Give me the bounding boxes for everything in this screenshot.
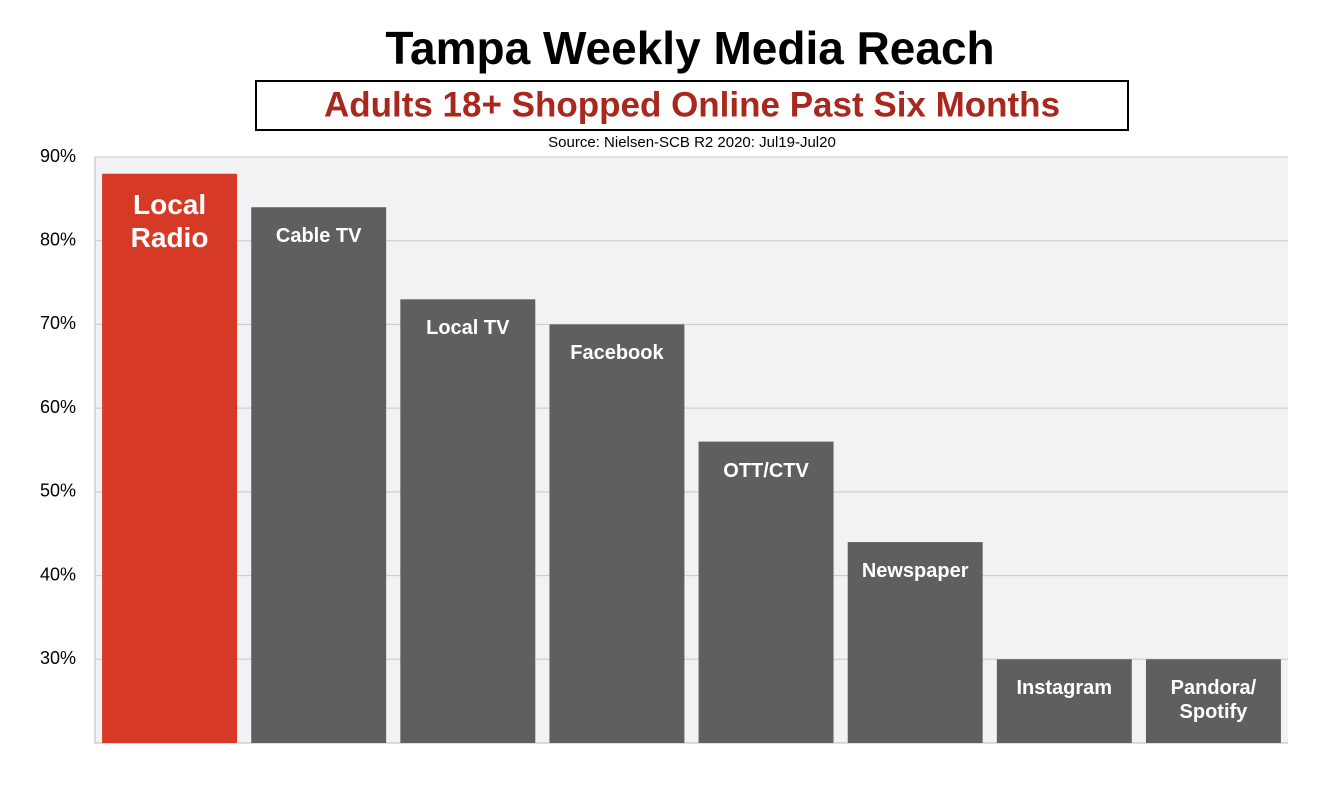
bar (251, 207, 387, 743)
bar (698, 441, 834, 743)
y-tick-label: 70% (40, 313, 76, 333)
bar (1145, 659, 1281, 743)
chart-subtitle: Adults 18+ Shopped Online Past Six Month… (324, 85, 1060, 124)
bar (400, 299, 536, 743)
y-tick-label: 80% (40, 229, 76, 249)
bar-label: Facebook (570, 342, 664, 365)
bar-label: Instagram (1016, 677, 1113, 700)
y-tick-label: 90% (40, 146, 76, 166)
bar-label: Local TV (426, 317, 510, 340)
bar-label: Cable TV (275, 225, 362, 248)
bar-label: Local Radio (130, 188, 209, 254)
y-tick-label: 40% (40, 564, 76, 584)
bar-label: Pandora/ Spotify (1170, 677, 1257, 724)
bar (102, 173, 238, 743)
bar-label: OTT/CTV (723, 459, 809, 482)
y-tick-label: 50% (40, 481, 76, 501)
bar (996, 659, 1132, 743)
bar-label: Newspaper (861, 560, 969, 583)
chart-title: Tampa Weekly Media Reach (385, 22, 994, 74)
y-tick-label: 60% (40, 397, 76, 417)
y-tick-label: 30% (40, 648, 76, 668)
bar (549, 324, 685, 743)
subtitle-box (255, 80, 1129, 131)
source-note: Source: Nielsen-SCB R2 2020: Jul19-Jul20 (548, 134, 836, 151)
bar (847, 542, 983, 743)
